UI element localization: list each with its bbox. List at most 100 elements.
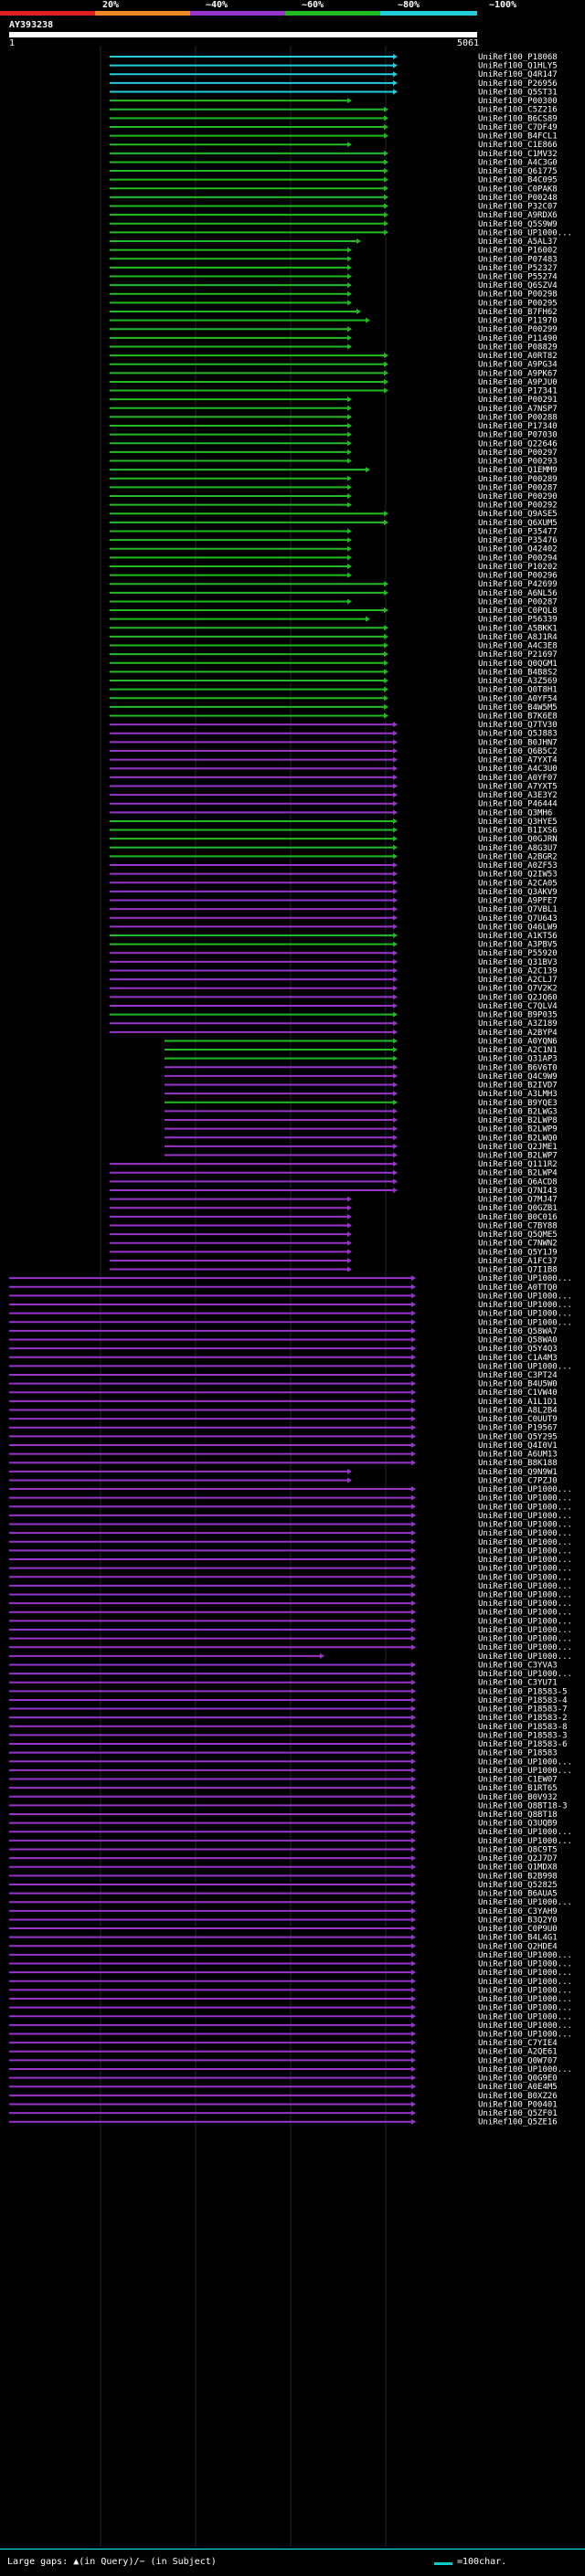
hit-label[interactable]: UniRef100_P18583-2	[478, 1714, 568, 1723]
hit-label[interactable]: UniRef100_Q31AP3	[478, 1055, 558, 1064]
hit-label[interactable]: UniRef100_P00300	[478, 97, 558, 106]
hit-label[interactable]: UniRef100_UP1000...	[478, 1512, 572, 1521]
hit-label[interactable]: UniRef100_P42699	[478, 580, 558, 589]
hit-label[interactable]: UniRef100_B9YQE3	[478, 1099, 558, 1108]
hit-label[interactable]: UniRef100_UP1000...	[478, 1538, 572, 1547]
hit-label[interactable]: UniRef100_P00292	[478, 501, 558, 511]
hit-label[interactable]: UniRef100_UP1000...	[478, 1318, 572, 1327]
hit-label[interactable]: UniRef100_UP1000...	[478, 2004, 572, 2013]
hit-label[interactable]: UniRef100_A4C3G0	[478, 158, 558, 167]
hit-label[interactable]: UniRef100_A1L1D1	[478, 1398, 558, 1407]
hit-label[interactable]: UniRef100_C1MV32	[478, 150, 558, 159]
hit-label[interactable]: UniRef100_P00297	[478, 449, 558, 458]
hit-label[interactable]: UniRef100_P17341	[478, 387, 558, 396]
hit-label[interactable]: UniRef100_C7NWN2	[478, 1240, 558, 1249]
hit-label[interactable]: UniRef100_Q4I0V1	[478, 1441, 558, 1451]
hit-label[interactable]: UniRef100_C3YVA3	[478, 1661, 558, 1670]
hit-label[interactable]: UniRef100_P55920	[478, 949, 558, 958]
hit-label[interactable]: UniRef100_A7YXT4	[478, 756, 558, 765]
hit-label[interactable]: UniRef100_B2LWP8	[478, 1116, 558, 1125]
hit-label[interactable]: UniRef100_C5Z216	[478, 106, 558, 115]
hit-label[interactable]: UniRef100_B4L4G1	[478, 1934, 558, 1943]
hit-label[interactable]: UniRef100_Q58WA0	[478, 1336, 558, 1346]
hit-label[interactable]: UniRef100_A4C3U0	[478, 765, 558, 774]
hit-label[interactable]: UniRef100_UP1000...	[478, 1556, 572, 1565]
hit-label[interactable]: UniRef100_P18583-8	[478, 1723, 568, 1732]
hit-label[interactable]: UniRef100_C1E866	[478, 141, 558, 150]
hit-label[interactable]: UniRef100_A3PBV5	[478, 941, 558, 950]
hit-label[interactable]: UniRef100_A9PFE7	[478, 897, 558, 906]
hit-label[interactable]: UniRef100_P00298	[478, 290, 558, 300]
hit-label[interactable]: UniRef100_Q0G9E0	[478, 2075, 558, 2084]
hit-label[interactable]: UniRef100_UP1000...	[478, 2012, 572, 2022]
hit-label[interactable]: UniRef100_Q7TV30	[478, 721, 558, 730]
hit-label[interactable]: UniRef100_P18583	[478, 1749, 558, 1758]
hit-label[interactable]: UniRef100_B6CS89	[478, 114, 558, 123]
hit-label[interactable]: UniRef100_B8K188	[478, 1459, 558, 1468]
hit-label[interactable]: UniRef100_UP1000...	[478, 2022, 572, 2031]
hit-label[interactable]: UniRef100_P55274	[478, 273, 558, 282]
hit-label[interactable]: UniRef100_Q2IW53	[478, 871, 558, 880]
hit-label[interactable]: UniRef100_Q22646	[478, 439, 558, 449]
hit-label[interactable]: UniRef100_Q1HLY5	[478, 62, 558, 71]
hit-label[interactable]: UniRef100_B2LWG3	[478, 1107, 558, 1116]
hit-label[interactable]: UniRef100_Q2J7D7	[478, 1854, 558, 1863]
hit-label[interactable]: UniRef100_UP1000...	[478, 228, 572, 238]
hit-label[interactable]: UniRef100_UP1000...	[478, 1547, 572, 1556]
hit-label[interactable]: UniRef100_Q8BT18	[478, 1811, 558, 1820]
hit-label[interactable]: UniRef100_P17340	[478, 422, 558, 431]
hit-label[interactable]: UniRef100_B7K6E8	[478, 713, 558, 722]
hit-label[interactable]: UniRef100_UP1000...	[478, 1301, 572, 1310]
hit-label[interactable]: UniRef100_A4C3E8	[478, 642, 558, 651]
hit-label[interactable]: UniRef100_Q1EMM9	[478, 466, 558, 475]
hit-label[interactable]: UniRef100_Q0T8H1	[478, 686, 558, 695]
hit-label[interactable]: UniRef100_B1IXS6	[478, 827, 558, 836]
hit-label[interactable]: UniRef100_A9RDX6	[478, 211, 558, 220]
hit-label[interactable]: UniRef100_P00291	[478, 396, 558, 405]
hit-label[interactable]: UniRef100_P52327	[478, 264, 558, 273]
hit-label[interactable]: UniRef100_UP1000...	[478, 1494, 572, 1504]
hit-label[interactable]: UniRef100_C0UUT9	[478, 1415, 558, 1424]
hit-label[interactable]: UniRef100_C7YIE4	[478, 2039, 558, 2048]
hit-label[interactable]: UniRef100_A9PK67	[478, 369, 558, 378]
hit-label[interactable]: UniRef100_UP1000...	[478, 1670, 572, 1679]
hit-label[interactable]: UniRef100_B4U5W0	[478, 1380, 558, 1389]
hit-label[interactable]: UniRef100_P35476	[478, 536, 558, 545]
hit-label[interactable]: UniRef100_A0YF54	[478, 694, 558, 703]
hit-label[interactable]: UniRef100_P00287	[478, 483, 558, 492]
hit-label[interactable]: UniRef100_UP1000...	[478, 1599, 572, 1609]
hit-label[interactable]: UniRef100_P00248	[478, 194, 558, 203]
hit-label[interactable]: UniRef100_Q42402	[478, 545, 558, 554]
hit-label[interactable]: UniRef100_P00288	[478, 413, 558, 422]
hit-label[interactable]: UniRef100_P18583-4	[478, 1696, 568, 1705]
hit-label[interactable]: UniRef100_P00289	[478, 475, 558, 484]
hit-label[interactable]: UniRef100_P16002	[478, 247, 558, 256]
hit-label[interactable]: UniRef100_UP1000...	[478, 1626, 572, 1635]
hit-label[interactable]: UniRef100_A0YF07	[478, 774, 558, 783]
hit-label[interactable]: UniRef100_Q31BV3	[478, 958, 558, 967]
hit-label[interactable]: UniRef100_A0ZF53	[478, 861, 558, 871]
hit-label[interactable]: UniRef100_Q6B5C2	[478, 747, 558, 756]
hit-label[interactable]: UniRef100_UP1000...	[478, 1969, 572, 1978]
hit-label[interactable]: UniRef100_B4C095	[478, 176, 558, 185]
hit-label[interactable]: UniRef100_A9PG34	[478, 361, 558, 370]
hit-label[interactable]: UniRef100_B0XZ26	[478, 2092, 558, 2101]
hit-label[interactable]: UniRef100_Q7U643	[478, 914, 558, 924]
hit-label[interactable]: UniRef100_A2CLJ7	[478, 976, 558, 985]
hit-label[interactable]: UniRef100_Q2HDE4	[478, 1942, 558, 1951]
hit-label[interactable]: UniRef100_UP1000...	[478, 2031, 572, 2040]
hit-label[interactable]: UniRef100_Q7NI43	[478, 1187, 558, 1196]
hit-label[interactable]: UniRef100_C3YAH9	[478, 1907, 558, 1916]
hit-label[interactable]: UniRef100_P10202	[478, 563, 558, 572]
hit-label[interactable]: UniRef100_UP1000...	[478, 2065, 572, 2075]
hit-label[interactable]: UniRef100_B2LWP9	[478, 1125, 558, 1135]
hit-label[interactable]: UniRef100_UP1000...	[478, 1635, 572, 1644]
hit-label[interactable]: UniRef100_A3E3Y2	[478, 791, 558, 800]
hit-label[interactable]: UniRef100_Q5S9W9	[478, 220, 558, 229]
hit-label[interactable]: UniRef100_UP1000...	[478, 1767, 572, 1776]
hit-label[interactable]: UniRef100_P00290	[478, 492, 558, 501]
hit-label[interactable]: UniRef100_P32C07	[478, 203, 558, 212]
hit-label[interactable]: UniRef100_A0TTQ0	[478, 1283, 558, 1293]
hit-label[interactable]: UniRef100_UP1000...	[478, 1609, 572, 1618]
hit-label[interactable]: UniRef100_P21697	[478, 650, 558, 660]
